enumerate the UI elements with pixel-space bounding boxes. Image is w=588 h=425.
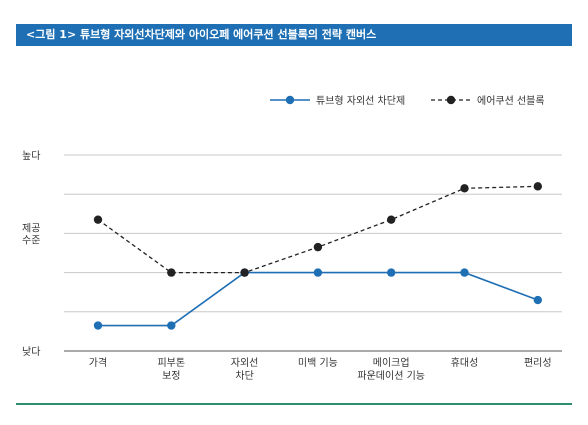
data-point	[387, 268, 396, 277]
legend-label-2: 에어쿠션 선블록	[477, 95, 545, 107]
x-tick-label: 보정	[162, 370, 180, 382]
legend-label-1: 튜브형 자외선 차단제	[316, 95, 405, 107]
data-point	[93, 321, 103, 330]
series-line-1	[98, 271, 539, 327]
data-point	[240, 268, 249, 277]
data-point	[167, 321, 176, 330]
data-point	[533, 182, 542, 191]
data-point	[533, 295, 542, 305]
legend-marker-1	[285, 95, 295, 105]
x-tick-label: 휴대성	[451, 357, 479, 369]
x-tick-label: 자외선	[231, 357, 259, 369]
y-tick-label: 제공	[22, 222, 40, 234]
data-point	[460, 268, 469, 277]
data-point	[93, 215, 103, 224]
data-point	[313, 268, 323, 277]
bottom-rule	[16, 403, 572, 405]
data-point	[313, 242, 323, 252]
figure-title-bar: <그림 1> 튜브형 자외선차단제와 아이오페 에어쿠션 선블록의 전략 캔버스	[16, 24, 572, 46]
legend-marker-2	[446, 95, 456, 105]
data-point	[460, 184, 469, 193]
x-tick-label: 피부톤	[157, 357, 185, 369]
series-line-2	[97, 185, 538, 274]
figure-title: <그림 1> 튜브형 자외선차단제와 아이오페 에어쿠션 선블록의 전략 캔버스	[26, 28, 377, 41]
y-tick-label: 높다	[22, 150, 40, 162]
x-tick-label: 편리성	[524, 357, 552, 369]
grid-lines	[64, 154, 562, 352]
x-tick-label: 미백 기능	[298, 357, 338, 369]
legend: 튜브형 자외선 차단제 에어쿠션 선블록	[270, 95, 545, 107]
x-tick-label: 차단	[235, 370, 253, 382]
x-tick-label: 메이크업	[373, 356, 410, 369]
y-tick-label: 낮다	[22, 346, 40, 358]
x-tick-label: 가격	[89, 356, 107, 369]
y-tick-label: 수준	[22, 234, 40, 246]
series-lines	[93, 182, 542, 330]
data-point	[167, 268, 176, 277]
x-tick-label: 파운데이션 기능	[357, 370, 425, 382]
data-point	[387, 215, 396, 224]
